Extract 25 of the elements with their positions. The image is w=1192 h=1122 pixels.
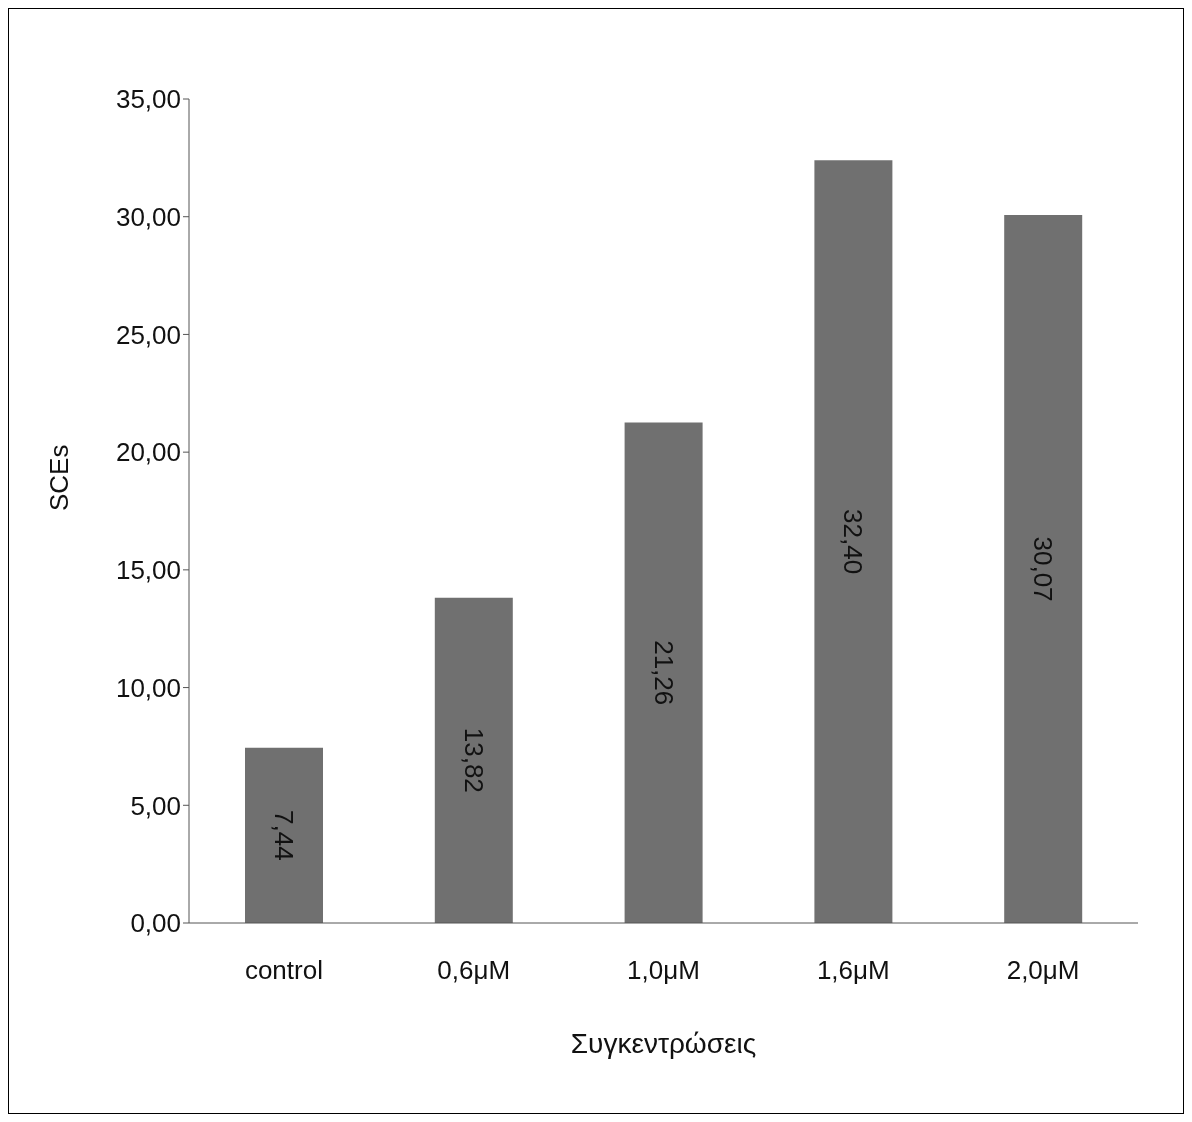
y-tick-label: 10,00 (115, 672, 181, 703)
y-tick-label: 25,00 (115, 319, 181, 350)
bar (245, 747, 323, 923)
y-tick-label: 20,00 (115, 437, 181, 468)
x-tick-label: 2,0μM (1006, 955, 1080, 986)
x-tick-label: 1,6μM (816, 955, 890, 986)
data-label: 30,07 (1028, 536, 1059, 602)
y-tick-label: 15,00 (115, 555, 181, 586)
y-tick-label: 0,00 (130, 908, 181, 939)
bar (624, 422, 703, 923)
data-label: 21,26 (648, 640, 679, 706)
x-axis-title: Συγκεντρώσεις (570, 1028, 757, 1059)
data-label: 32,40 (838, 509, 869, 575)
y-tick-label: 30,00 (115, 201, 181, 232)
x-tick-label: 0,6μM (437, 955, 511, 986)
bar (434, 597, 513, 923)
data-label: 7,44 (269, 810, 299, 861)
y-tick-label: 35,00 (115, 84, 181, 115)
bar (814, 160, 893, 923)
bar (1004, 215, 1083, 923)
x-tick-label: 1,0μM (627, 955, 700, 986)
y-axis-title: SCEs (44, 444, 75, 511)
x-tick-label: control (244, 955, 323, 986)
y-tick-label: 5,00 (130, 790, 181, 821)
data-label: 13,82 (458, 727, 489, 793)
